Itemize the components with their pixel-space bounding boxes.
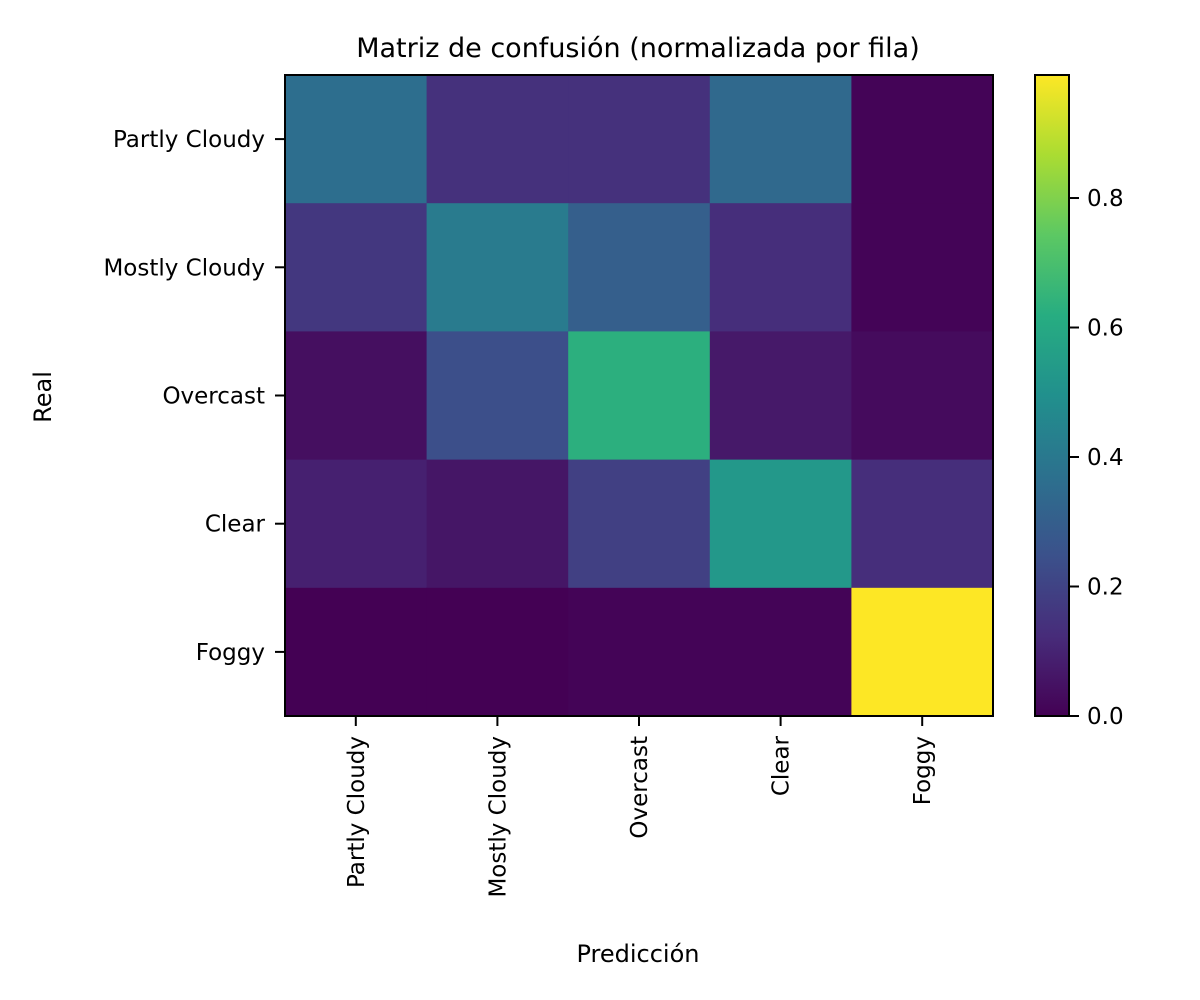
heatmap-cell: [285, 203, 428, 332]
colorbar: [1035, 75, 1069, 716]
heatmap-cell: [568, 203, 711, 332]
y-axis-label: Real: [29, 371, 57, 423]
colorbar-tick-label: 0.6: [1087, 316, 1124, 342]
heatmap-cell: [851, 75, 994, 204]
heatmap-cell: [851, 587, 994, 717]
heatmap-cell: [709, 75, 852, 204]
colorbar-tick-label: 0.2: [1087, 575, 1124, 601]
heatmap-cell: [285, 459, 428, 589]
colorbar-tick-label: 0.0: [1087, 704, 1124, 730]
heatmap-cells: [285, 75, 994, 717]
heatmap-cell: [568, 459, 711, 589]
heatmap-cell: [285, 75, 428, 204]
y-tick-label: Overcast: [162, 384, 265, 410]
heatmap-cell: [709, 331, 852, 461]
heatmap-cell: [426, 75, 569, 204]
x-tick-label: Partly Cloudy: [344, 736, 370, 888]
heatmap-cell: [709, 587, 852, 717]
colorbar-axis: 0.0 0.2 0.4 0.6 0.8: [1069, 186, 1124, 730]
x-axis: Partly Cloudy Mostly Cloudy Overcast Clear F…: [344, 716, 936, 898]
y-tick-label: Partly Cloudy: [113, 127, 265, 153]
y-tick-label: Mostly Cloudy: [103, 255, 265, 281]
heatmap-cell: [568, 331, 711, 461]
x-tick-label: Foggy: [910, 736, 936, 805]
heatmap-cell: [851, 459, 994, 589]
y-tick-label: Foggy: [196, 640, 265, 666]
heatmap-cell: [285, 331, 428, 461]
colorbar-tick-label: 0.8: [1087, 186, 1124, 212]
heatmap-cell: [709, 203, 852, 332]
chart-title: Matriz de confusión (normalizada por fil…: [356, 33, 920, 64]
heatmap-cell: [426, 203, 569, 332]
heatmap-cell: [568, 75, 711, 204]
y-tick-label: Clear: [205, 512, 266, 538]
heatmap-cell: [568, 587, 711, 717]
colorbar-tick-label: 0.4: [1087, 445, 1124, 471]
heatmap-cell: [426, 331, 569, 461]
colorbar-frame: [1034, 74, 1070, 717]
x-axis-label: Predicción: [576, 940, 699, 968]
heatmap-cell: [426, 587, 569, 717]
x-tick-label: Clear: [769, 735, 795, 796]
x-tick-label: Mostly Cloudy: [485, 736, 511, 898]
heatmap-cell: [285, 587, 428, 717]
heatmap-cell: [851, 203, 994, 332]
heatmap-cell: [851, 331, 994, 461]
y-axis: Partly Cloudy Mostly Cloudy Overcast Clear F…: [103, 127, 285, 666]
heatmap-cell: [709, 459, 852, 589]
heatmap-cell: [426, 459, 569, 589]
x-tick-label: Overcast: [627, 736, 653, 839]
